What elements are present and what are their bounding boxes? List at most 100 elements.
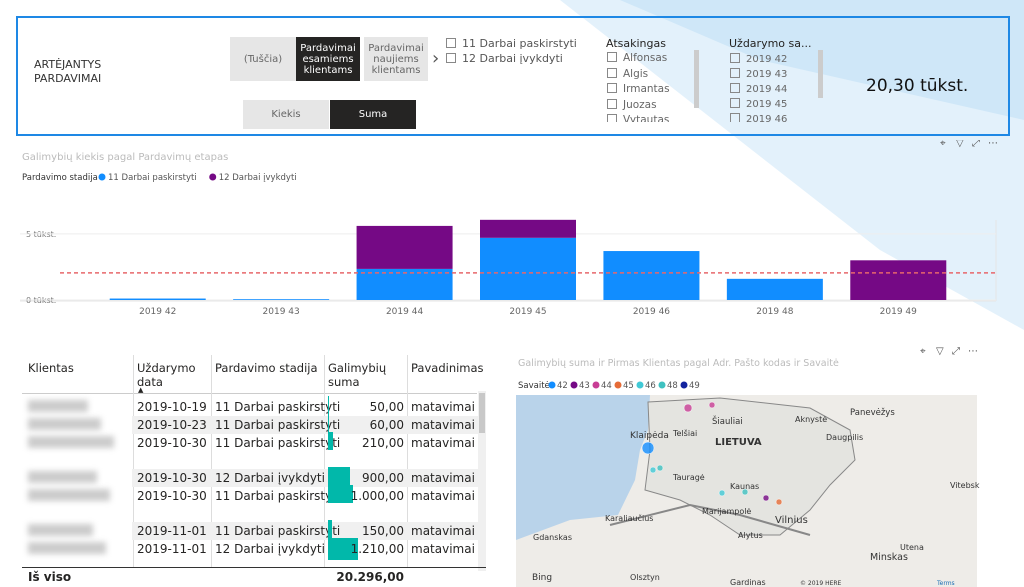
- segment-button[interactable]: Pardavimai naujiems klientams: [364, 37, 428, 81]
- cell-name: matavimai: [411, 400, 475, 414]
- scrollbar[interactable]: [694, 50, 699, 108]
- measure-button[interactable]: Kiekis: [243, 100, 329, 129]
- legend-marker: [209, 173, 217, 181]
- scroll-arrow[interactable]: ›: [432, 48, 440, 69]
- map-sea: [516, 395, 650, 540]
- responsible-checkbox[interactable]: Irmantas: [607, 83, 670, 95]
- map-point: [641, 441, 655, 455]
- map-label: Terms: [936, 580, 955, 587]
- bar-segment: [480, 237, 576, 300]
- legend-marker: [98, 173, 106, 181]
- map-label: Gdanskas: [533, 533, 572, 542]
- bar-segment: [850, 260, 947, 300]
- bar-segment: [356, 268, 453, 300]
- map-label: Utena: [900, 543, 924, 552]
- cell-amount: 1.000,00: [350, 489, 404, 503]
- stage-checkbox[interactable]: 11 Darbai paskirstyti: [446, 37, 577, 50]
- map-label: Tauragė: [672, 473, 705, 482]
- data-bar: [328, 396, 330, 414]
- map-title: Galimybių suma ir Pirmas Klientas pagal …: [518, 358, 839, 369]
- responsible-checkbox[interactable]: Vytautas: [607, 114, 669, 122]
- week-checkbox[interactable]: 2019 46: [730, 113, 787, 122]
- week-checkbox[interactable]: 2019 44: [730, 83, 787, 95]
- column-header[interactable]: Uždarymo data: [137, 361, 196, 389]
- responsible-checkbox[interactable]: Algis: [607, 68, 648, 80]
- total-label: Iš viso: [28, 570, 72, 584]
- column-header[interactable]: Pavadinimas: [411, 361, 484, 375]
- map-label: Karaliaučius: [605, 513, 653, 523]
- legend-marker: [658, 381, 666, 389]
- y-tick-label: 5 tūkst.: [26, 230, 56, 239]
- map-label: Daugpilis: [826, 433, 863, 442]
- kpi-card: 20,30 tūkst.: [866, 76, 969, 96]
- cell-name: matavimai: [411, 542, 475, 556]
- map-label: Olsztyn: [630, 573, 660, 582]
- cell-date: 2019-10-30: [137, 436, 207, 450]
- legend-title: Savaitė: [518, 381, 550, 391]
- legend-label: 45: [623, 381, 634, 391]
- chart-title: Galimybių kiekis pagal Pardavimų etapas: [22, 152, 228, 163]
- cell-date: 2019-10-30: [137, 489, 207, 503]
- data-bar: [328, 520, 332, 538]
- table-header-rule: [22, 355, 477, 394]
- blurred-client: [28, 436, 114, 448]
- cell-stage: 11 Darbai paskirstyti: [215, 418, 341, 432]
- cell-stage: 11 Darbai paskirstyti: [215, 436, 341, 450]
- x-tick-label: 2019 49: [880, 307, 917, 317]
- cell-amount: 900,00: [362, 471, 404, 485]
- sort-icon: ▲: [138, 386, 144, 394]
- row-stripe: [132, 416, 478, 434]
- cell-name: matavimai: [411, 418, 475, 432]
- measure-button[interactable]: Suma: [330, 100, 416, 129]
- bar-segment: [356, 225, 453, 269]
- week-checkbox[interactable]: 2019 45: [730, 98, 787, 110]
- cell-date: 2019-11-01: [137, 542, 207, 556]
- segment-button[interactable]: (Tuščia): [230, 37, 296, 81]
- bar-segment: [726, 278, 823, 300]
- row-stripe: [132, 522, 478, 540]
- map-label: Klaipėda: [630, 431, 669, 441]
- cell-amount: 60,00: [369, 418, 404, 432]
- blurred-client: [28, 542, 106, 554]
- blurred-client: [28, 400, 88, 412]
- column-divider: [324, 355, 325, 567]
- legend-label: 44: [601, 381, 612, 391]
- cell-amount: 1.210,00: [350, 542, 404, 556]
- legend-title: Pardavimo stadija: [22, 173, 98, 183]
- column-header[interactable]: Pardavimo stadija: [215, 361, 318, 375]
- legend-marker: [614, 381, 622, 389]
- map-label: Alytus: [738, 531, 763, 540]
- legend-marker: [548, 381, 556, 389]
- responsible-checkbox[interactable]: Alfonsas: [607, 52, 667, 64]
- scroll-thumb[interactable]: [479, 393, 485, 433]
- stage-checkbox[interactable]: 12 Darbai įvykdyti: [446, 52, 563, 65]
- legend-label: 12 Darbai įvykdyti: [219, 173, 297, 183]
- column-divider: [133, 355, 134, 567]
- map-country: [644, 397, 856, 536]
- map-point: [741, 488, 749, 496]
- map-label: Aknystė: [795, 415, 827, 424]
- visual-icon: ⋯: [968, 346, 978, 357]
- blurred-client: [28, 418, 101, 430]
- column-divider: [211, 355, 212, 567]
- column-header[interactable]: Klientas: [28, 361, 74, 375]
- cell-date: 2019-10-19: [137, 400, 207, 414]
- blurred-client: [28, 524, 93, 536]
- cell-name: matavimai: [411, 471, 475, 485]
- visual-icon: ⌖: [920, 346, 926, 357]
- column-header[interactable]: Galimybių suma: [328, 361, 387, 389]
- cell-date: 2019-10-23: [137, 418, 207, 432]
- cell-stage: 11 Darbai paskirstyti: [215, 400, 341, 414]
- scrollbar[interactable]: [818, 50, 823, 98]
- map-label: Marijampolė: [702, 507, 751, 516]
- week-checkbox[interactable]: 2019 43: [730, 68, 787, 80]
- visual-icon: ⤢: [952, 346, 960, 357]
- week-checkbox[interactable]: 2019 42: [730, 53, 787, 65]
- segment-button[interactable]: Pardavimai esamiems klientams: [296, 37, 360, 81]
- map-label: Bing: [532, 573, 552, 583]
- map: Galimybių suma ir Pirmas Klientas pagal …: [516, 346, 980, 587]
- map-label: LIETUVA: [715, 437, 762, 448]
- cell-date: 2019-11-01: [137, 524, 207, 538]
- responsible-checkbox[interactable]: Juozas: [607, 99, 657, 111]
